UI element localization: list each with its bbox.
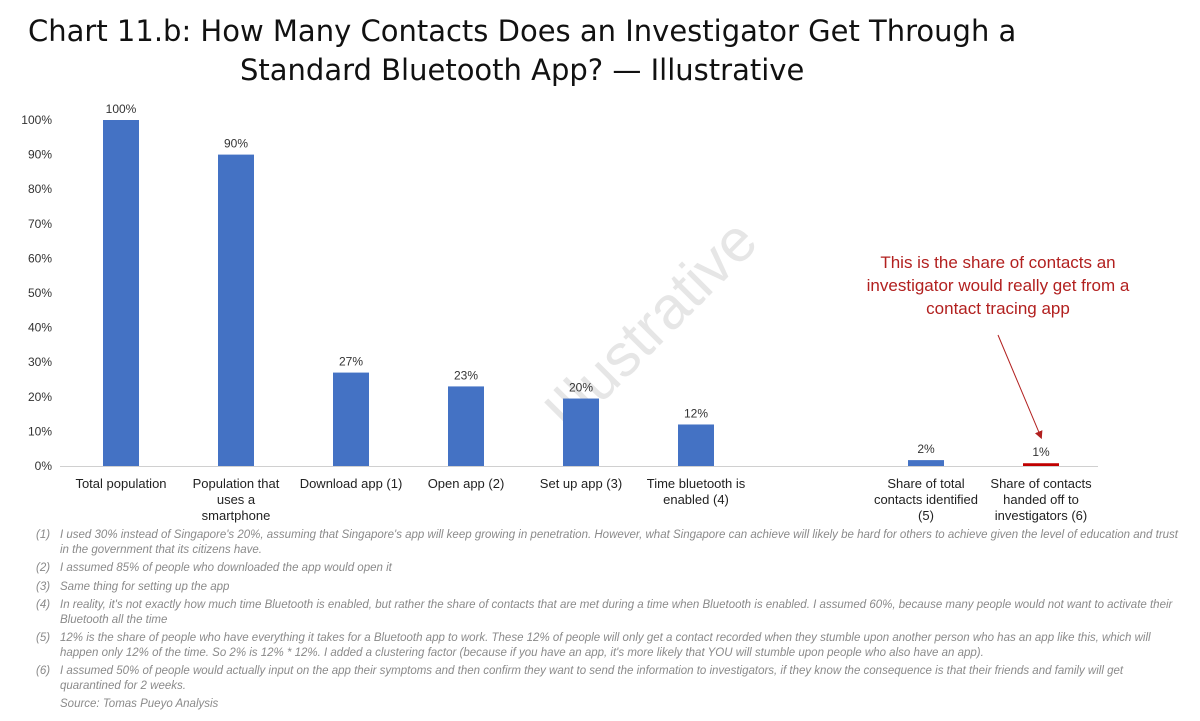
- bar: [103, 120, 139, 466]
- y-tick-label: 20%: [28, 390, 52, 404]
- data-label: 12%: [684, 406, 708, 420]
- footnote-number: (2): [36, 562, 51, 574]
- chart-title-line-2: Standard Bluetooth App? — Illustrative: [240, 53, 805, 87]
- footnote-text: I used 30% instead of Singapore's 20%, a…: [60, 529, 1179, 556]
- footnote-number: (1): [36, 529, 51, 541]
- data-label: 1%: [1032, 445, 1050, 459]
- footnote-text: I assumed 50% of people would actually i…: [60, 665, 1124, 692]
- footnote-number: (4): [36, 599, 51, 611]
- bar: [333, 372, 369, 466]
- footnote: (3) Same thing for setting up the app: [36, 580, 1186, 595]
- bar: [908, 460, 944, 466]
- x-category-label: Population that uses a smartphone: [193, 476, 280, 523]
- annotation-text-line: This is the share of contacts an: [880, 253, 1115, 272]
- annotation-text-line: contact tracing app: [926, 299, 1070, 318]
- y-tick-label: 50%: [28, 286, 52, 300]
- x-category-label: Download app (1): [300, 476, 403, 491]
- footnote-text: 12% is the share of people who have ever…: [60, 632, 1151, 659]
- x-category-label: Time bluetooth is enabled (4): [647, 476, 746, 507]
- y-tick-label: 40%: [28, 321, 52, 335]
- bar: [678, 424, 714, 466]
- annotation-text-line: investigator would really get from a: [867, 276, 1130, 295]
- footnote-text: In reality, it's not exactly how much ti…: [60, 599, 1173, 626]
- x-category-label: Total population: [75, 476, 166, 491]
- x-category-label: Share of contacts handed off to investigat…: [990, 476, 1092, 523]
- y-tick-label: 90%: [28, 148, 52, 162]
- chart-title-line-1: Chart 11.b: How Many Contacts Does an In…: [28, 14, 1017, 48]
- bar: [218, 154, 254, 466]
- footnote-number: (3): [36, 580, 51, 593]
- annotation-arrow: [997, 334, 1043, 440]
- footnotes: (1) I used 30% instead of Singapore's 20%…: [36, 528, 1186, 712]
- footnote: (4) In reality, it's not exactly how much…: [36, 598, 1186, 627]
- y-tick-label: 30%: [28, 355, 52, 369]
- data-label: 27%: [339, 355, 363, 369]
- data-label: 20%: [569, 381, 593, 395]
- footnote: (2) I assumed 85% of people who downloade…: [36, 561, 1186, 576]
- y-tick-label: 70%: [28, 217, 52, 231]
- footnote-text: Same thing for setting up the app: [60, 580, 230, 593]
- x-category-label: Open app (2): [428, 476, 505, 491]
- bar: [563, 398, 599, 466]
- footnote-number: (6): [36, 665, 51, 677]
- y-tick-label: 80%: [28, 182, 52, 196]
- y-tick-label: 0%: [35, 459, 53, 473]
- data-label: 100%: [106, 102, 137, 116]
- source-note: Source: Tomas Pueyo Analysis: [60, 698, 219, 710]
- footnote: (5) 12% is the share of people who have e…: [36, 631, 1186, 660]
- bar-chart: Illustrative0%10%20%30%40%50%60%70%80%90…: [21, 102, 1130, 523]
- bar: [1023, 463, 1059, 466]
- footnote-number: (5): [36, 632, 51, 644]
- data-label: 2%: [917, 442, 935, 456]
- data-label: 90%: [224, 137, 248, 151]
- y-tick-label: 100%: [21, 113, 52, 127]
- footnote: (1) I used 30% instead of Singapore's 20%…: [36, 528, 1186, 557]
- data-label: 23%: [454, 368, 478, 382]
- y-tick-label: 60%: [28, 251, 52, 265]
- footnote-text: I assumed 85% of people who downloaded t…: [60, 562, 392, 574]
- bar: [448, 386, 484, 466]
- x-category-label: Share of total contacts identified (5): [874, 476, 978, 523]
- x-category-label: Set up app (3): [540, 476, 622, 491]
- y-tick-label: 10%: [28, 424, 52, 438]
- footnote: (6) I assumed 50% of people would actuall…: [36, 664, 1186, 693]
